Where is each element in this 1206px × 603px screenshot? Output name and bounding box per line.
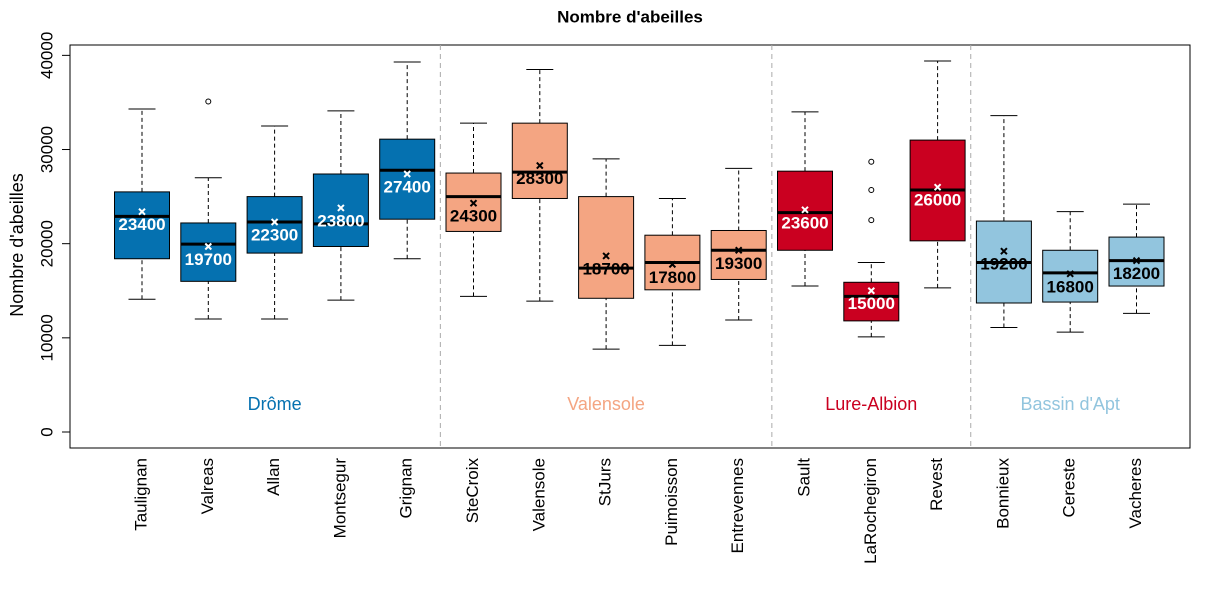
mean-marker — [1132, 256, 1141, 265]
plot-frame — [69, 44, 1191, 449]
x-tick-label: SteCroix — [463, 458, 482, 524]
x-tick-label: Vacheres — [1126, 458, 1145, 529]
x-tick-label: Valensole — [529, 458, 548, 531]
box — [710, 229, 767, 280]
x-tick-label: Taulignan — [131, 458, 150, 531]
mean-label: 15000 — [848, 294, 895, 313]
outlier — [868, 158, 875, 165]
mean-label: 18200 — [1113, 264, 1160, 283]
x-tick-label: StJurs — [596, 458, 615, 506]
mean-marker — [867, 287, 876, 295]
y-tick-label: 30000 — [37, 126, 56, 173]
mean-marker — [403, 170, 411, 178]
x-tick-label: Montsegur — [330, 458, 349, 539]
mean-label: 28300 — [516, 169, 563, 188]
mean-marker — [801, 206, 809, 214]
x-tick-label: Allan — [264, 458, 283, 496]
box — [511, 122, 568, 199]
mean-label: 26000 — [914, 191, 961, 210]
mean-marker — [602, 252, 610, 260]
box — [312, 173, 369, 247]
y-tick-label: 10000 — [37, 314, 56, 361]
x-tick-label: Cereste — [1060, 458, 1079, 518]
y-axis-label: Nombre d'abeilles — [7, 173, 27, 317]
x-tick-label: Entrevennes — [728, 458, 747, 553]
mean-marker — [204, 242, 213, 251]
mean-label: 19300 — [715, 254, 762, 273]
box — [180, 222, 237, 282]
mean-marker — [734, 246, 743, 254]
y-tick-label: 40000 — [37, 32, 56, 79]
mean-label: 18700 — [582, 259, 629, 278]
mean-marker — [933, 183, 942, 191]
x-tick-label: LaRochegiron — [861, 458, 880, 564]
box — [246, 196, 303, 254]
x-tick-label: Sault — [794, 458, 813, 497]
box — [1042, 249, 1099, 303]
outlier — [868, 187, 875, 194]
mean-label: 23800 — [317, 211, 364, 230]
mean-marker — [270, 218, 279, 226]
box — [379, 138, 436, 220]
group-label: Bassin d'Apt — [1020, 394, 1120, 414]
mean-label: 17800 — [649, 268, 696, 287]
mean-marker — [337, 204, 345, 212]
chart-title: Nombre d'abeilles — [557, 7, 703, 26]
mean-marker — [1066, 270, 1074, 278]
box — [578, 196, 635, 299]
mean-label: 23400 — [118, 215, 165, 234]
group-label: Lure-Albion — [825, 394, 917, 414]
x-tick-label: Grignan — [397, 458, 416, 518]
outlier — [868, 217, 875, 224]
box — [114, 191, 170, 260]
x-tick-label: Puimoisson — [662, 458, 681, 546]
y-tick-label: 0 — [37, 427, 56, 436]
mean-label: 19700 — [185, 250, 232, 269]
mean-label: 24300 — [450, 207, 497, 226]
mean-marker — [668, 260, 677, 269]
mean-label: 16800 — [1047, 277, 1094, 296]
group-label: Drôme — [248, 394, 302, 414]
box — [843, 281, 900, 322]
outlier — [205, 98, 212, 105]
x-tick-label: Bonnieux — [993, 458, 1012, 529]
mean-marker — [138, 207, 146, 216]
mean-label: 27400 — [384, 177, 431, 196]
group-label: Valensole — [567, 394, 645, 414]
x-tick-label: Revest — [927, 458, 946, 511]
x-tick-label: Valreas — [198, 458, 217, 514]
mean-marker — [536, 161, 544, 170]
y-tick-label: 20000 — [37, 220, 56, 267]
mean-label: 23600 — [781, 213, 828, 232]
mean-marker — [469, 199, 478, 207]
mean-label: 19200 — [980, 255, 1027, 274]
mean-marker — [1000, 247, 1008, 255]
mean-label: 22300 — [251, 226, 298, 245]
